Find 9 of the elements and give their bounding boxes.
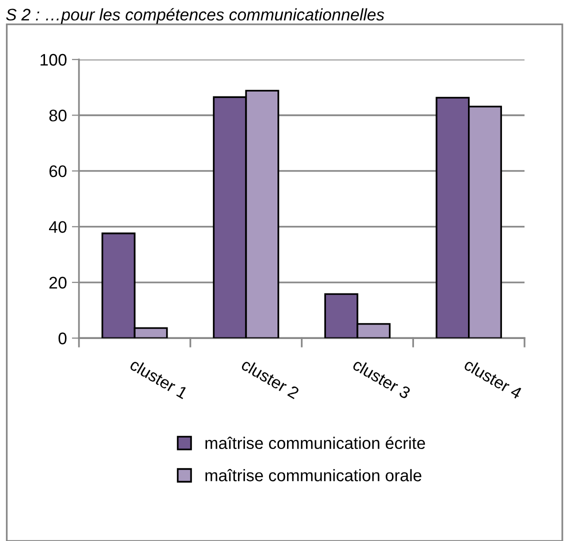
y-tick-label: 0 <box>58 332 67 344</box>
chart-title: S 2 : …pour les compétences communicationnelles <box>6 8 384 24</box>
y-tick-label: 80 <box>49 110 67 122</box>
y-tick-label: 20 <box>49 276 67 289</box>
legend-label: maîtrise communication écrite <box>206 436 426 450</box>
y-tick-label: 100 <box>40 54 67 66</box>
legend-label: maîtrise communication orale <box>206 469 422 482</box>
y-tick-label: 40 <box>49 221 67 233</box>
y-tick-label: 60 <box>49 165 67 178</box>
